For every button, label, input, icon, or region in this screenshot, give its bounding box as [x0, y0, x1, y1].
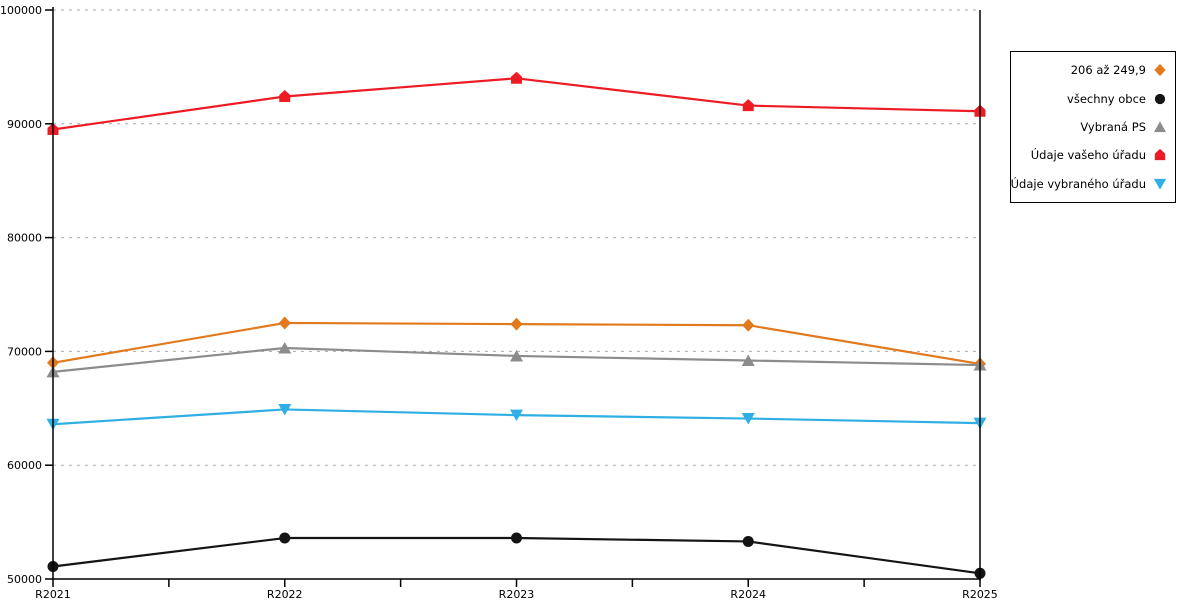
circle-icon	[1154, 93, 1166, 104]
triangle-up-icon	[1153, 121, 1167, 133]
y-tick-label: 100000	[0, 4, 42, 17]
x-tick-label: R2021	[35, 588, 71, 600]
data-point	[742, 318, 755, 332]
data-point	[278, 341, 292, 354]
data-point	[510, 317, 523, 331]
legend-item-4: Údaje vybraného úřadu	[1011, 170, 1175, 197]
legend-label: Údaje vybraného úřadu	[1010, 176, 1146, 191]
legend: 206 až 249,9 všechny obce Vybraná PS Údaje …	[1010, 51, 1176, 203]
data-point	[741, 354, 755, 367]
x-tick-label: R2025	[962, 588, 998, 600]
legend-label: Vybraná PS	[1080, 119, 1146, 134]
y-tick-label: 50000	[7, 573, 42, 586]
legend-item-3: Údaje vašeho úřadu	[1011, 142, 1175, 169]
data-point	[279, 532, 291, 544]
x-tick-label: R2023	[499, 588, 535, 600]
y-tick-label: 90000	[7, 118, 42, 131]
data-point	[510, 409, 523, 422]
data-point	[742, 535, 754, 547]
pentagon-icon	[1154, 149, 1166, 161]
data-point	[741, 413, 755, 425]
data-point	[278, 403, 292, 416]
data-point	[511, 532, 522, 544]
y-tick-label: 60000	[7, 459, 42, 472]
y-tick-label: 70000	[7, 345, 42, 358]
x-tick-label: R2022	[267, 588, 303, 600]
data-point	[510, 349, 523, 362]
diamond-icon	[1154, 64, 1166, 77]
legend-item-0: 206 až 249,9	[1011, 57, 1175, 84]
data-point	[511, 71, 522, 84]
legend-label: 206 až 249,9	[1070, 63, 1146, 78]
data-point	[279, 89, 291, 102]
data-point	[742, 99, 754, 112]
y-tick-label: 80000	[7, 232, 42, 245]
data-point	[278, 316, 291, 330]
series-line	[51, 77, 982, 131]
triangle-down-icon	[1153, 178, 1167, 190]
legend-label: všechny obce	[1067, 91, 1146, 106]
legend-item-1: všechny obce	[1011, 85, 1175, 112]
legend-item-2: Vybraná PS	[1011, 113, 1175, 140]
legend-label: Údaje vašeho úřadu	[1030, 148, 1146, 163]
x-tick-label: R2024	[730, 588, 766, 600]
